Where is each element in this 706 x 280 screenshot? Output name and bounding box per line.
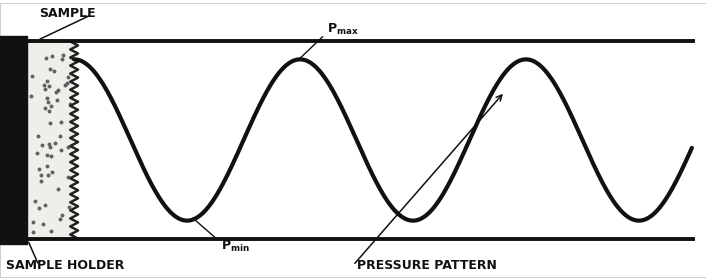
Point [44, 67, 55, 71]
Point [39, 83, 50, 88]
Point [52, 186, 64, 191]
Text: SAMPLE HOLDER: SAMPLE HOLDER [6, 259, 124, 272]
Point [55, 147, 66, 152]
Point [35, 179, 47, 183]
Text: PRESSURE PATTERN: PRESSURE PATTERN [357, 259, 496, 272]
Point [30, 199, 41, 204]
Point [63, 144, 74, 149]
Text: P$_{\mathregular{min}}$: P$_{\mathregular{min}}$ [221, 239, 250, 254]
Point [52, 87, 63, 92]
Point [43, 142, 54, 147]
Point [57, 52, 68, 57]
Point [43, 109, 54, 113]
Text: P$_{\mathregular{max}}$: P$_{\mathregular{max}}$ [327, 22, 359, 37]
Point [28, 229, 39, 234]
Point [41, 164, 52, 169]
Point [37, 222, 49, 227]
Point [56, 213, 68, 217]
Point [32, 134, 44, 138]
Point [52, 98, 63, 102]
Point [43, 173, 54, 177]
Bar [0, 36, 27, 244]
Point [54, 133, 66, 138]
Point [56, 57, 67, 62]
Point [45, 104, 56, 109]
Point [47, 170, 58, 174]
Point [35, 173, 47, 177]
Point [50, 90, 61, 94]
Point [33, 206, 44, 210]
Point [61, 80, 73, 85]
Point [40, 87, 51, 91]
Bar [27, 41, 74, 239]
Point [36, 143, 47, 147]
Point [40, 56, 51, 60]
Text: SAMPLE: SAMPLE [39, 7, 95, 20]
Point [32, 151, 43, 155]
Point [54, 217, 65, 221]
Point [25, 93, 36, 98]
Point [27, 74, 38, 78]
Point [27, 220, 38, 224]
Point [44, 83, 55, 88]
Point [65, 102, 76, 106]
Point [46, 153, 57, 158]
Point [59, 83, 70, 87]
Point [40, 106, 51, 110]
Point [62, 174, 73, 179]
Point [64, 204, 75, 209]
Point [62, 75, 73, 80]
Point [48, 69, 59, 73]
Point [46, 228, 57, 233]
Point [40, 202, 51, 207]
Point [42, 79, 53, 83]
Point [44, 121, 56, 125]
Point [34, 167, 45, 171]
Point [47, 54, 58, 59]
Point [44, 145, 56, 150]
Point [42, 99, 54, 104]
Point [41, 152, 52, 157]
Point [49, 140, 60, 145]
Point [55, 119, 66, 124]
Point [42, 96, 53, 100]
